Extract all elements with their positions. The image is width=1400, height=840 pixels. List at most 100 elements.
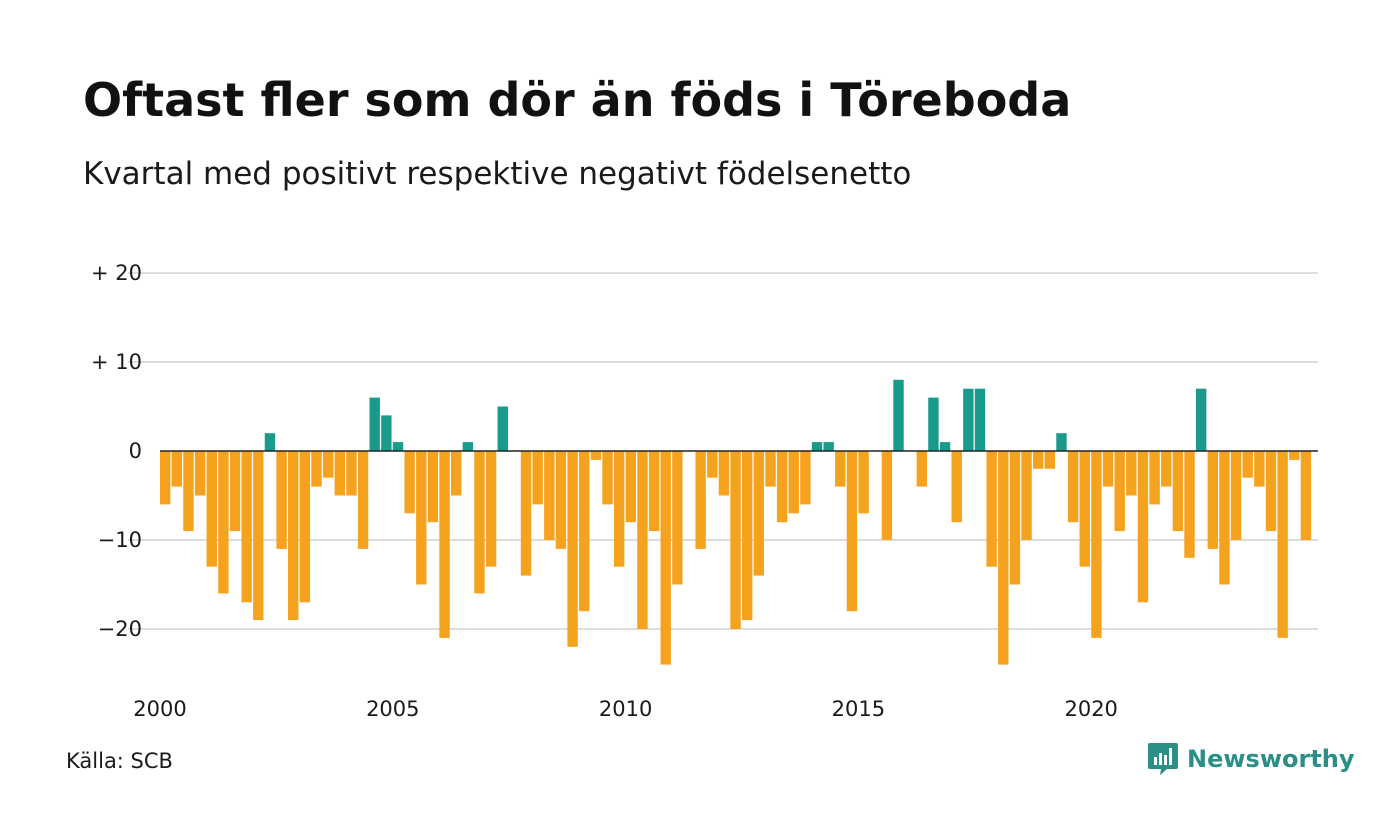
- bar: [602, 451, 613, 505]
- bar: [998, 451, 1009, 665]
- bar: [1289, 451, 1300, 460]
- bar: [963, 388, 974, 451]
- bar: [660, 451, 671, 665]
- bar: [590, 451, 602, 460]
- bar: [881, 451, 893, 540]
- bar: [474, 451, 485, 594]
- bar: [544, 451, 555, 540]
- bar: [742, 451, 753, 621]
- brand-name: Newsworthy: [1187, 745, 1355, 773]
- bar: [613, 451, 625, 567]
- bar: [1079, 451, 1090, 567]
- y-tick-label: + 10: [91, 350, 142, 374]
- bar: [1067, 451, 1079, 523]
- bar: [1161, 451, 1172, 487]
- bar-chart: + 20 + 10 0 −10 −20 2000 2005 2010 2015 2020: [91, 261, 1318, 721]
- bar: [823, 442, 834, 451]
- bar: [264, 433, 276, 451]
- source-note: Källa: SCB: [66, 749, 173, 773]
- bar: [1126, 451, 1137, 496]
- bar: [893, 379, 904, 451]
- bar: [485, 451, 497, 567]
- bar: [974, 388, 986, 451]
- bar: [1195, 388, 1207, 451]
- bar: [462, 442, 474, 451]
- bar: [520, 451, 532, 576]
- bar: [695, 451, 706, 549]
- bar: [916, 451, 927, 487]
- y-tick-label: 0: [129, 439, 142, 463]
- bar: [381, 415, 392, 451]
- bar: [1021, 451, 1032, 540]
- bar: [171, 451, 183, 487]
- bar: [288, 451, 299, 621]
- bar: [183, 451, 194, 532]
- bar: [800, 451, 811, 505]
- bar: [567, 451, 578, 647]
- y-axis-labels: + 20 + 10 0 −10 −20: [91, 261, 142, 641]
- bar: [532, 451, 543, 505]
- bar: [369, 397, 380, 451]
- bar: [1044, 451, 1056, 469]
- bar: [1265, 451, 1277, 532]
- x-tick-label: 2020: [1064, 697, 1117, 721]
- x-axis-labels: 2000 2005 2010 2015 2020: [133, 697, 1118, 721]
- y-tick-label: −20: [98, 617, 142, 641]
- bar: [427, 451, 439, 523]
- bar: [753, 451, 765, 576]
- bar: [194, 451, 206, 496]
- bar: [835, 451, 846, 487]
- bar: [1172, 451, 1184, 532]
- bar: [1207, 451, 1218, 549]
- bar: [939, 442, 951, 451]
- bar: [346, 451, 357, 496]
- bar: [451, 451, 462, 496]
- gridlines: [128, 272, 1318, 630]
- x-tick-label: 2005: [366, 697, 419, 721]
- bar: [299, 451, 311, 603]
- bar: [416, 451, 427, 585]
- bar: [1277, 451, 1288, 638]
- chart-subtitle: Kvartal med positivt respektive negativt…: [83, 156, 912, 192]
- bar: [858, 451, 869, 514]
- y-tick-label: + 20: [91, 261, 142, 285]
- x-tick-label: 2015: [832, 697, 885, 721]
- bar: [1137, 451, 1149, 603]
- bar: [1219, 451, 1230, 585]
- bar: [218, 451, 229, 594]
- bar: [276, 451, 287, 549]
- bar: [206, 451, 217, 567]
- bar: [672, 451, 683, 585]
- bar: [1033, 451, 1044, 469]
- bar: [1091, 451, 1102, 638]
- bar: [322, 451, 334, 478]
- bar: [765, 451, 776, 487]
- bar: [334, 451, 345, 496]
- bar: [1149, 451, 1160, 505]
- bar: [648, 451, 660, 532]
- bar: [811, 442, 823, 451]
- bar: [1184, 451, 1195, 558]
- bar: [229, 451, 241, 532]
- bar: [1300, 451, 1312, 540]
- bar: [1242, 451, 1253, 478]
- bar: [846, 451, 858, 612]
- bar: [707, 451, 718, 478]
- bar: [718, 451, 730, 496]
- chart-title: Oftast fler som dör än föds i Töreboda: [83, 73, 1072, 127]
- bar: [986, 451, 997, 567]
- bar: [1114, 451, 1125, 532]
- newsworthy-logo-icon: [1148, 743, 1178, 775]
- bar: [439, 451, 450, 638]
- bar: [788, 451, 799, 514]
- bar: [555, 451, 567, 549]
- bar: [1102, 451, 1114, 487]
- newsworthy-logo: Newsworthy: [1147, 742, 1355, 776]
- bar: [776, 451, 788, 523]
- bar: [357, 451, 369, 549]
- bar: [637, 451, 648, 629]
- x-tick-label: 2010: [599, 697, 652, 721]
- bar: [404, 451, 415, 514]
- bar: [1254, 451, 1265, 487]
- bar: [1230, 451, 1242, 540]
